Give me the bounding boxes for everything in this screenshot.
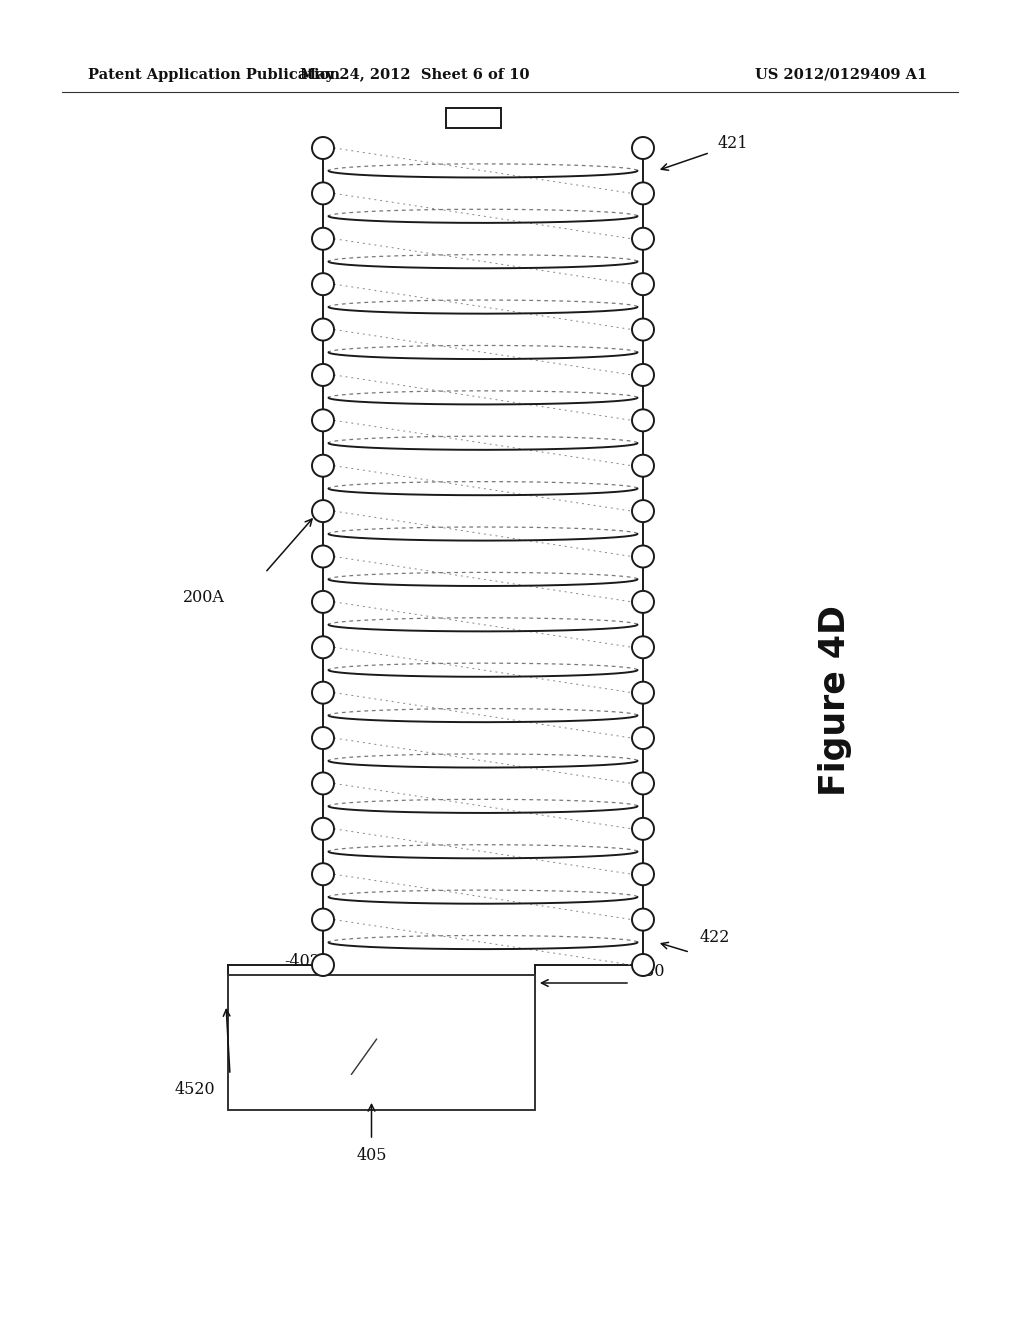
- Circle shape: [312, 500, 334, 523]
- Circle shape: [312, 409, 334, 432]
- Circle shape: [632, 681, 654, 704]
- Bar: [445, 108, 501, 128]
- Circle shape: [632, 591, 654, 612]
- Circle shape: [632, 500, 654, 523]
- Circle shape: [312, 772, 334, 795]
- Circle shape: [312, 591, 334, 612]
- Circle shape: [312, 954, 334, 975]
- Circle shape: [312, 727, 334, 748]
- Circle shape: [312, 636, 334, 659]
- Circle shape: [632, 364, 654, 385]
- Circle shape: [632, 908, 654, 931]
- Circle shape: [632, 137, 654, 158]
- Text: 422: 422: [700, 929, 730, 946]
- Circle shape: [312, 681, 334, 704]
- Text: -402: -402: [284, 953, 319, 970]
- Circle shape: [632, 409, 654, 432]
- Text: 405: 405: [356, 1147, 387, 1163]
- Circle shape: [312, 318, 334, 341]
- Circle shape: [632, 273, 654, 296]
- Circle shape: [312, 818, 334, 840]
- Text: 450: 450: [635, 962, 666, 979]
- Circle shape: [312, 908, 334, 931]
- Circle shape: [632, 545, 654, 568]
- Text: Patent Application Publication: Patent Application Publication: [88, 69, 340, 82]
- Circle shape: [632, 772, 654, 795]
- Circle shape: [632, 228, 654, 249]
- Text: 200A: 200A: [183, 589, 225, 606]
- Text: US 2012/0129409 A1: US 2012/0129409 A1: [755, 69, 928, 82]
- Circle shape: [632, 636, 654, 659]
- Circle shape: [632, 954, 654, 975]
- Text: 421: 421: [718, 135, 749, 152]
- Text: Figure 4D: Figure 4D: [818, 605, 852, 796]
- Circle shape: [312, 182, 334, 205]
- Circle shape: [632, 182, 654, 205]
- Circle shape: [312, 545, 334, 568]
- Text: May 24, 2012  Sheet 6 of 10: May 24, 2012 Sheet 6 of 10: [300, 69, 529, 82]
- Circle shape: [632, 727, 654, 748]
- Circle shape: [632, 318, 654, 341]
- Circle shape: [312, 364, 334, 385]
- Circle shape: [312, 137, 334, 158]
- Circle shape: [312, 454, 334, 477]
- Circle shape: [312, 273, 334, 296]
- Circle shape: [632, 818, 654, 840]
- Circle shape: [632, 454, 654, 477]
- Circle shape: [632, 863, 654, 886]
- Circle shape: [312, 863, 334, 886]
- Bar: [228, 975, 535, 1110]
- Circle shape: [312, 228, 334, 249]
- Text: 4520: 4520: [175, 1081, 215, 1098]
